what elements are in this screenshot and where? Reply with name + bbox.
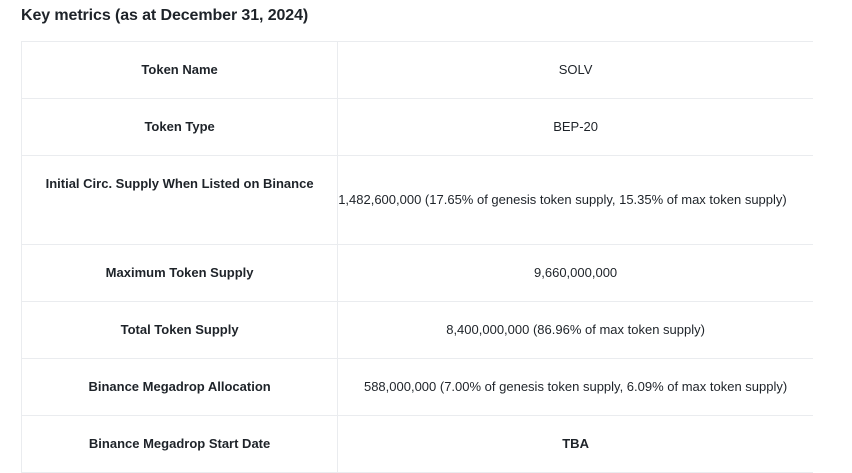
- row-value: 1,482,600,000 (17.65% of genesis token s…: [337, 155, 813, 245]
- section-heading: Key metrics (as at December 31, 2024): [21, 7, 309, 24]
- row-label: Binance Megadrop Start Date: [20, 415, 339, 473]
- key-metrics-table: Token Name SOLV Token Type BEP-20 Initia…: [20, 41, 813, 473]
- table-row: Total Token Supply 8,400,000,000 (86.96%…: [20, 301, 813, 359]
- row-value: SOLV: [337, 41, 813, 99]
- row-value: 8,400,000,000 (86.96% of max token suppl…: [337, 301, 813, 359]
- row-value: 588,000,000 (7.00% of genesis token supp…: [337, 358, 813, 416]
- table-row: Binance Megadrop Allocation 588,000,000 …: [20, 358, 813, 416]
- row-value: TBA: [337, 415, 813, 473]
- row-label: Total Token Supply: [20, 301, 339, 359]
- row-label: Token Name: [20, 41, 339, 99]
- table-row: Maximum Token Supply 9,660,000,000: [20, 244, 813, 302]
- row-label: Token Type: [20, 98, 339, 156]
- table-row: Token Type BEP-20: [20, 98, 813, 156]
- table-row: Initial Circ. Supply When Listed on Bina…: [20, 155, 813, 245]
- row-value: BEP-20: [337, 98, 813, 156]
- row-label: Initial Circ. Supply When Listed on Bina…: [20, 155, 339, 245]
- table-row: Binance Megadrop Start Date TBA: [20, 415, 813, 473]
- row-value: 9,660,000,000: [337, 244, 813, 302]
- row-label: Maximum Token Supply: [20, 244, 339, 302]
- row-label: Binance Megadrop Allocation: [20, 358, 339, 416]
- table-row: Token Name SOLV: [20, 41, 813, 99]
